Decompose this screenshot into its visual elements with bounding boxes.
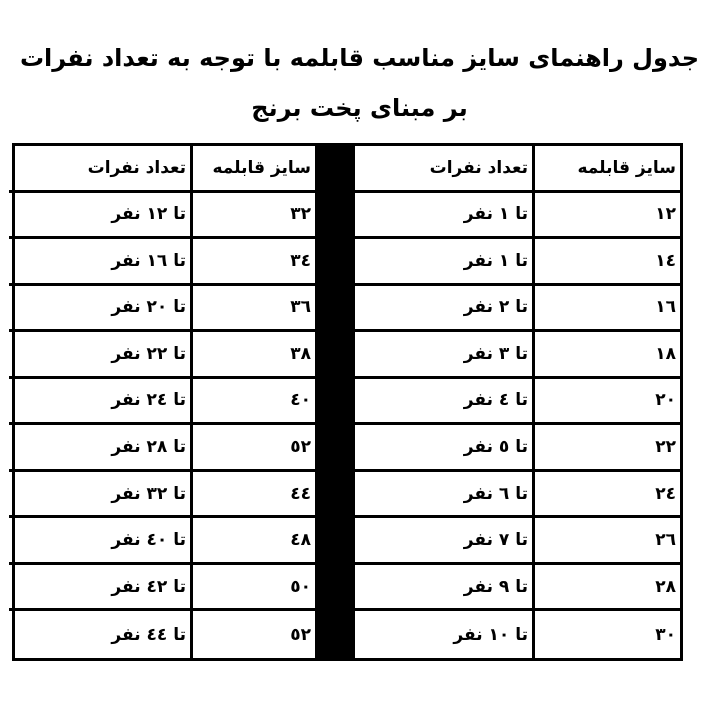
page-subtitle: بر مبنای پخت برنج (251, 94, 468, 122)
cell-size: ٢٦ (532, 518, 680, 565)
cell-size: ١٤ (532, 239, 680, 286)
cell-size: ١٦ (532, 285, 680, 333)
cell-size: ٣٤ (190, 239, 315, 286)
page-title: جدول راهنمای سایز مناسب قابلمه با توجه ب… (19, 44, 700, 72)
cell-people: تا ٧ نفر (355, 518, 532, 565)
cell-people: تا ٣ نفر (355, 332, 532, 379)
cell-people: تا ٢ نفر (355, 286, 532, 333)
cell-size: ٢٨ (532, 564, 680, 612)
cell-size: ١٨ (532, 332, 680, 379)
size-guide-table: سایز قابلمه تعداد نفرات سایز قابلمه تعداد ن… (9, 143, 683, 661)
cell-size: ٥٢ (190, 425, 315, 472)
table-divider (315, 146, 355, 658)
cell-size: ٤٨ (190, 518, 315, 565)
cell-people: تا ١ نفر (355, 193, 532, 240)
cell-size: ٤٤ (190, 471, 315, 519)
cell-size: ١٢ (532, 192, 680, 240)
cell-size: ٥٠ (190, 564, 315, 612)
cell-people: تا ٢٨ نفر (9, 425, 190, 472)
cell-size: ٢٤ (532, 471, 680, 519)
cell-size: ٥٢ (190, 611, 315, 658)
cell-size: ٣٢ (190, 192, 315, 240)
cell-people: تا ١ نفر (355, 239, 532, 286)
cell-size: ٤٠ (190, 378, 315, 426)
cell-people: تا ١٢ نفر (9, 193, 190, 240)
cell-people: تا ١٦ نفر (9, 239, 190, 286)
header-people-left: تعداد نفرات (9, 146, 190, 193)
cell-size: ٢٢ (532, 425, 680, 472)
cell-size: ٣٠ (532, 611, 680, 658)
cell-people: تا ٢٢ نفر (9, 332, 190, 379)
cell-people: تا ٦ نفر (355, 472, 532, 519)
cell-people: تا ١٠ نفر (453, 624, 528, 645)
cell-people: تا ٩ نفر (355, 565, 532, 612)
cell-size: ٣٨ (190, 332, 315, 379)
cell-people: تا ٤٠ نفر (9, 518, 190, 565)
cell-people: تا ٤٤ نفر (111, 624, 186, 645)
cell-people: تا ٢٠ نفر (9, 286, 190, 333)
cell-people: تا ٤ نفر (355, 379, 532, 426)
header-size-left: سایز قابلمه (190, 146, 315, 193)
cell-people: تا ٤٢ نفر (9, 565, 190, 612)
cell-size: ٢٠ (532, 378, 680, 426)
header-size-right: سایز قابلمه (532, 146, 680, 193)
cell-people: تا ٣٢ نفر (9, 472, 190, 519)
header-people-right: تعداد نفرات (355, 146, 532, 193)
cell-people: تا ٥ نفر (355, 425, 532, 472)
cell-size: ٣٦ (190, 285, 315, 333)
cell-people: تا ٢٤ نفر (9, 379, 190, 426)
